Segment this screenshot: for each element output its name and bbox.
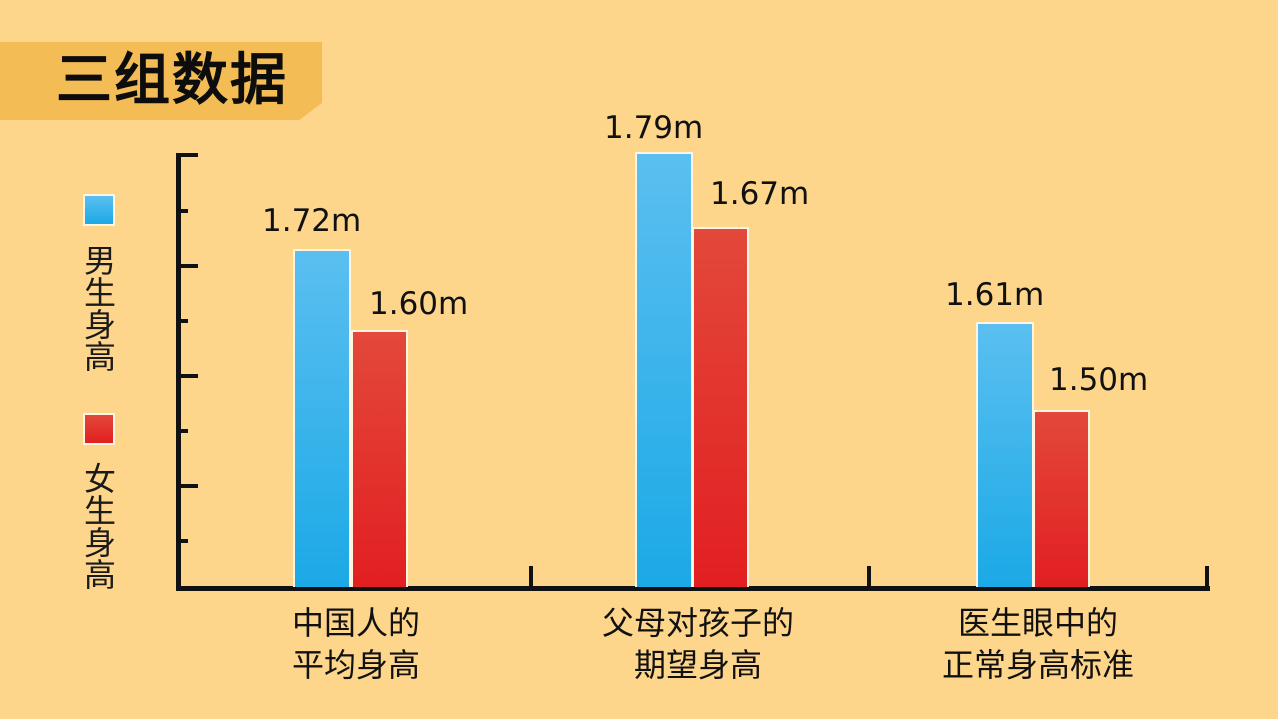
chart-title: 三组数据 — [56, 48, 288, 113]
category-label-expected: 父母对孩子的 期望身高 — [548, 602, 848, 686]
y-tick-major — [178, 264, 198, 268]
bar-male-doctor-standard — [976, 322, 1034, 587]
legend-label-female-text: 女生身高 — [79, 462, 117, 590]
y-tick-minor — [178, 209, 188, 213]
value-label-female-expected: 1.67m — [710, 176, 810, 212]
category-label-line1: 中国人的 — [291, 604, 420, 642]
legend-label-male: 男生身高 — [79, 244, 119, 372]
category-label-line2: 期望身高 — [633, 646, 762, 684]
x-group-divider — [867, 566, 871, 588]
category-label-line1: 医生眼中的 — [957, 604, 1118, 642]
y-axis — [176, 153, 181, 591]
category-label-average: 中国人的 平均身高 — [206, 602, 506, 686]
x-group-divider — [1205, 566, 1209, 588]
value-label-male-expected: 1.79m — [604, 110, 704, 146]
y-tick-major — [178, 153, 198, 157]
y-tick-major — [178, 374, 198, 378]
bar-female-expected — [692, 227, 749, 587]
value-label-female-doctor-standard: 1.50m — [1049, 362, 1149, 398]
y-tick-minor — [178, 429, 188, 433]
legend-label-female: 女生身高 — [79, 462, 119, 590]
category-label-line2: 平均身高 — [291, 646, 420, 684]
x-axis — [176, 586, 1210, 591]
value-label-female-average: 1.60m — [369, 286, 469, 322]
bar-female-average — [351, 330, 408, 587]
y-tick-major — [178, 484, 198, 488]
y-tick-minor — [178, 539, 188, 543]
value-label-male-doctor-standard: 1.61m — [945, 277, 1045, 313]
category-label-line1: 父母对孩子的 — [601, 604, 794, 642]
bar-male-expected — [635, 152, 693, 587]
bar-female-doctor-standard — [1033, 410, 1090, 587]
y-tick-minor — [178, 319, 188, 323]
x-group-divider — [529, 566, 533, 588]
category-label-doctor-standard: 医生眼中的 正常身高标准 — [888, 602, 1188, 686]
value-label-male-average: 1.72m — [262, 203, 362, 239]
bar-male-average — [293, 249, 351, 587]
legend-swatch-female — [83, 413, 115, 445]
legend-label-male-text: 男生身高 — [79, 244, 117, 372]
category-label-line2: 正常身高标准 — [941, 646, 1134, 684]
legend-swatch-male — [83, 194, 115, 226]
title-banner — [0, 42, 322, 120]
